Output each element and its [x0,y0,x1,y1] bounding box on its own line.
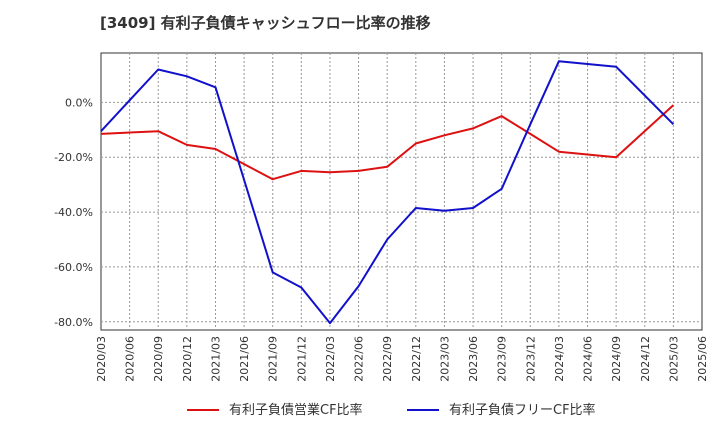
y-tick-label: -40.0% [54,206,93,219]
x-tick-label: 2020/06 [124,336,137,382]
x-tick-label: 2024/06 [582,336,595,382]
y-tick-label: -80.0% [54,316,93,329]
series-line-1 [100,104,675,181]
chart-title: [3409] 有利子負債キャッシュフロー比率の推移 [100,14,431,32]
y-tick-label: -20.0% [54,151,93,164]
x-tick-label: 2021/06 [238,336,251,382]
x-tick-label: 2023/06 [467,336,480,382]
x-tick-label: 2025/03 [667,336,680,382]
x-tick-label: 2023/12 [524,336,537,382]
y-tick-label: -60.0% [54,261,93,274]
x-tick-label: 2021/03 [209,336,222,382]
legend-label-2: 有利子負債フリーCF比率 [449,402,596,418]
x-tick-label: 2023/09 [496,336,509,382]
y-tick-label: 0.0% [65,96,93,109]
x-tick-label: 2020/12 [181,336,194,382]
x-tick-label: 2024/12 [639,336,652,382]
x-tick-label: 2022/03 [324,336,337,382]
x-tick-label: 2022/12 [410,336,423,382]
plot-area [100,52,703,331]
legend-label-1: 有利子負債営業CF比率 [229,402,363,418]
x-tick-label: 2020/03 [95,336,108,382]
x-tick-label: 2023/03 [438,336,451,382]
x-tick-label: 2021/09 [267,336,280,382]
x-tick-label: 2025/06 [696,336,709,382]
x-tick-label: 2021/12 [295,336,308,382]
x-tick-label: 2020/09 [152,336,165,382]
x-tick-label: 2024/03 [553,336,566,382]
x-tick-label: 2024/09 [610,336,623,382]
x-tick-label: 2022/06 [353,336,366,382]
series-line-2 [100,60,675,325]
x-tick-label: 2022/09 [381,336,394,382]
